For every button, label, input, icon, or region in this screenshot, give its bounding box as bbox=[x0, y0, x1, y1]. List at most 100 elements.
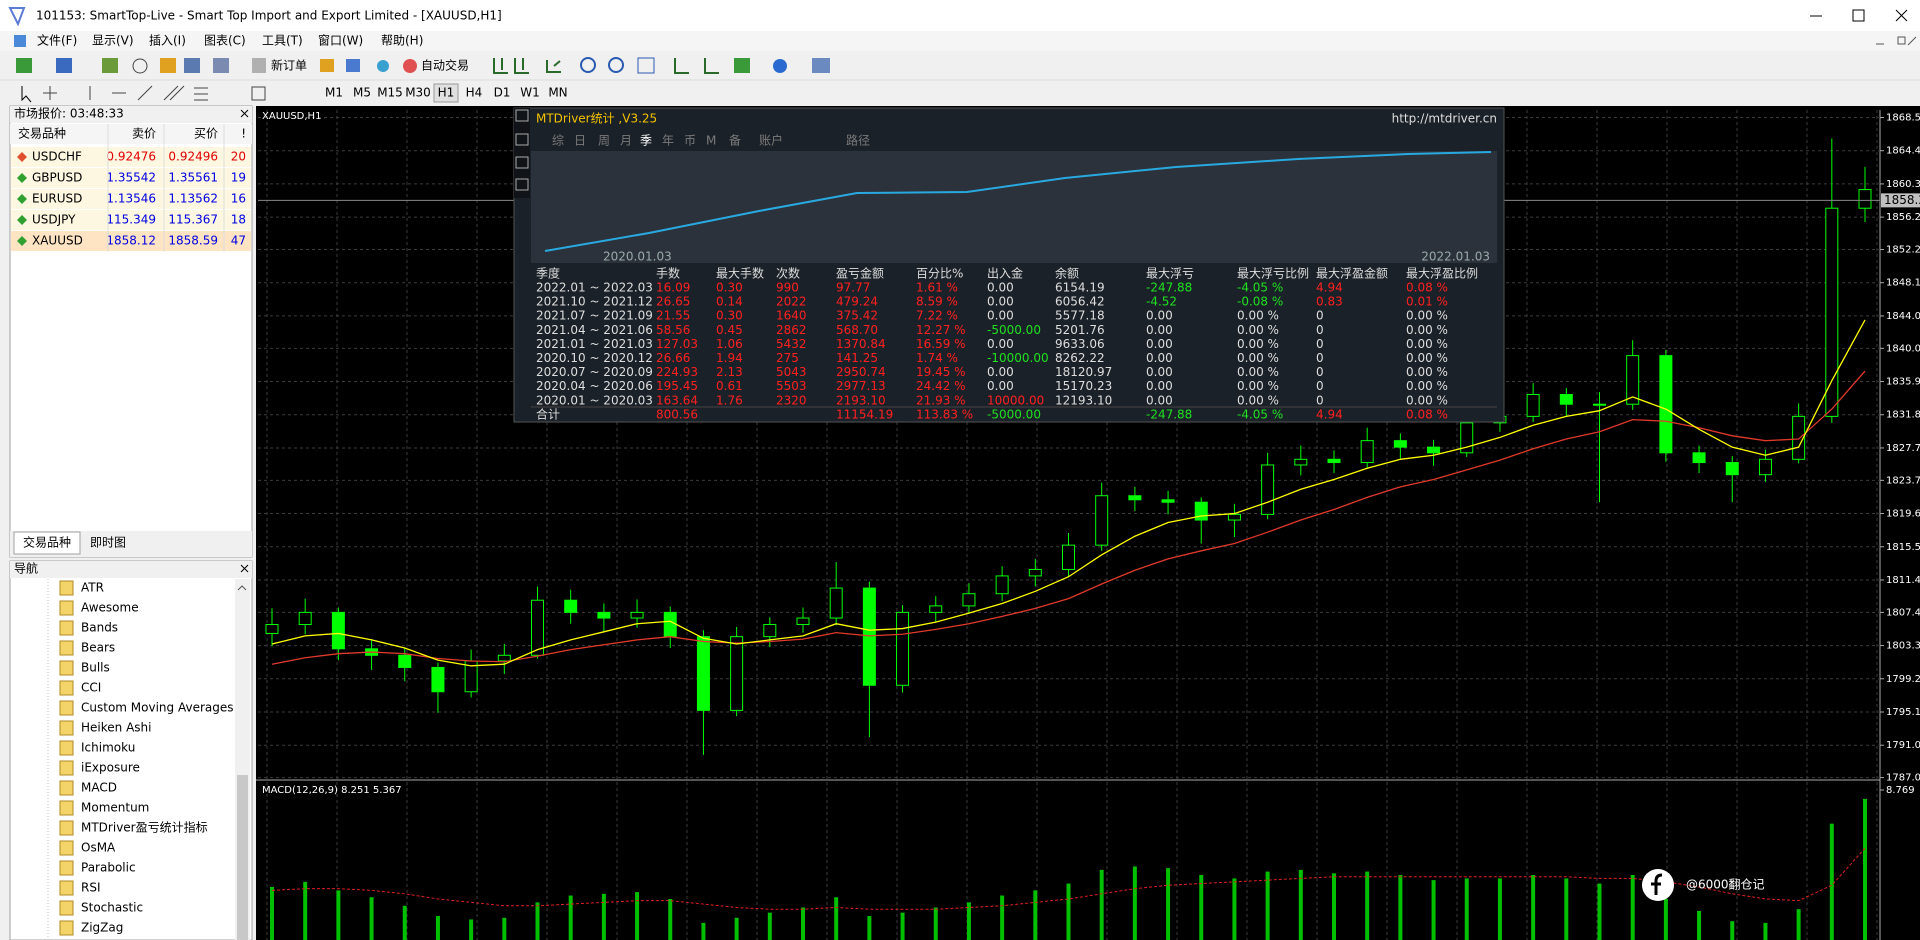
navigator-item[interactable]: Awesome bbox=[81, 601, 139, 615]
mtdriver-cell: 0.00 % bbox=[1237, 323, 1279, 337]
navigator-item[interactable]: MACD bbox=[81, 781, 117, 795]
mtdriver-cell: 0.00 bbox=[987, 337, 1014, 351]
timeframe-button[interactable]: M1 bbox=[325, 86, 343, 100]
toolbar-button[interactable]: 自动交易 bbox=[421, 58, 469, 73]
mtdriver-tab[interactable]: 月 bbox=[620, 134, 632, 148]
timeframe-button[interactable]: W1 bbox=[520, 86, 540, 100]
market-watch-row[interactable] bbox=[11, 147, 251, 167]
tool-icon[interactable] bbox=[160, 58, 176, 73]
market-watch-row[interactable] bbox=[11, 168, 251, 188]
menu-item[interactable]: 显示(V) bbox=[92, 34, 134, 48]
tool-icon[interactable] bbox=[637, 57, 655, 74]
navigator-item[interactable]: RSI bbox=[81, 881, 101, 895]
timeframe-button[interactable]: H1 bbox=[438, 86, 455, 100]
maximize-button[interactable] bbox=[1852, 9, 1865, 22]
navigator-item[interactable]: iExposure bbox=[81, 761, 140, 775]
timeframe-button[interactable]: MN bbox=[548, 86, 567, 100]
draw-tools[interactable] bbox=[43, 85, 208, 101]
mtdriver-cell: 6154.19 bbox=[1055, 281, 1105, 295]
mtdriver-tab[interactable]: 币 bbox=[684, 134, 696, 148]
tab-active[interactable] bbox=[13, 531, 81, 555]
mtdriver-tab[interactable]: 综 bbox=[552, 134, 564, 148]
navigator-item[interactable]: OsMA bbox=[81, 841, 116, 855]
tool-icon[interactable] bbox=[580, 57, 596, 73]
timeframe-button[interactable]: H4 bbox=[466, 86, 483, 100]
navigator-item[interactable]: Stochastic bbox=[81, 901, 143, 915]
cursor-tool[interactable] bbox=[21, 86, 32, 103]
side-button[interactable] bbox=[515, 133, 529, 146]
tool-icon[interactable] bbox=[812, 58, 830, 73]
tool-icon[interactable] bbox=[674, 58, 719, 74]
side-button[interactable] bbox=[515, 109, 529, 122]
navigator-item[interactable]: Bears bbox=[81, 641, 115, 655]
close-button[interactable] bbox=[1895, 9, 1908, 22]
tool-icon[interactable] bbox=[213, 58, 229, 73]
y-tick-label: 1852.20 bbox=[1886, 245, 1920, 256]
navigator-item[interactable]: Bulls bbox=[81, 661, 110, 675]
mtdriver-tab[interactable]: 年 bbox=[662, 134, 674, 148]
tool-icon[interactable] bbox=[734, 58, 750, 73]
navigator-item[interactable]: ATR bbox=[81, 581, 104, 595]
toolbar-button[interactable]: 新订单 bbox=[271, 58, 307, 73]
menu-item[interactable]: 图表(C) bbox=[204, 34, 246, 48]
mtdriver-tab[interactable]: 季 bbox=[640, 134, 652, 148]
navigator-item[interactable]: Bands bbox=[81, 621, 118, 635]
tool-icon[interactable] bbox=[377, 60, 389, 72]
tool-icon[interactable] bbox=[184, 58, 200, 73]
timeframe-button[interactable]: D1 bbox=[494, 86, 511, 100]
mtdriver-column-header: 次数 bbox=[776, 266, 800, 281]
tool-icon[interactable] bbox=[403, 59, 417, 73]
navigator-item[interactable]: Momentum bbox=[81, 801, 149, 815]
navigator-item[interactable]: ZigZag bbox=[81, 921, 123, 935]
tool-icon[interactable] bbox=[346, 59, 360, 72]
macd-bar bbox=[402, 905, 407, 940]
chart-type-icons[interactable] bbox=[493, 58, 561, 74]
navigator-item[interactable]: Custom Moving Averages bbox=[81, 701, 233, 715]
menu-item[interactable]: 插入(I) bbox=[149, 34, 186, 48]
scroll-up[interactable] bbox=[237, 585, 247, 591]
menu-item[interactable]: 文件(F) bbox=[37, 33, 77, 48]
timeframe-button[interactable]: M30 bbox=[405, 86, 431, 100]
tool-icon[interactable] bbox=[102, 58, 118, 73]
panel-tab[interactable]: 交易品种 bbox=[23, 535, 71, 550]
tool-icon[interactable] bbox=[56, 58, 72, 73]
navigator-item[interactable]: Ichimoku bbox=[81, 741, 135, 755]
mdi-controls[interactable] bbox=[1876, 36, 1917, 46]
scroll-thumb[interactable] bbox=[237, 775, 248, 940]
navigator-item[interactable]: MTDriver盈亏统计指标 bbox=[81, 820, 208, 835]
macd-bar bbox=[435, 916, 440, 940]
navigator-item[interactable]: Parabolic bbox=[81, 861, 136, 875]
mtdriver-tab[interactable]: 备 bbox=[729, 134, 741, 148]
market-watch-row[interactable] bbox=[11, 231, 251, 251]
market-watch-row[interactable] bbox=[11, 210, 251, 230]
side-button[interactable] bbox=[515, 178, 529, 191]
timeframe-button[interactable]: M15 bbox=[377, 86, 403, 100]
mtdriver-tab[interactable]: 周 bbox=[598, 134, 610, 148]
navigator-item[interactable]: Heiken Ashi bbox=[81, 721, 151, 735]
tool-icon[interactable] bbox=[320, 59, 334, 72]
navigator-close[interactable] bbox=[240, 564, 249, 573]
tool-icon[interactable] bbox=[132, 58, 148, 74]
mtdriver-tab[interactable]: 日 bbox=[574, 134, 586, 148]
tool-icon[interactable] bbox=[608, 57, 624, 73]
mtdriver-tab[interactable]: M bbox=[706, 134, 716, 148]
mtdriver-cell: 12.27 % bbox=[916, 323, 966, 337]
navigator-title: 导航 bbox=[14, 561, 38, 576]
mtdriver-cell: 2020.01 ~ 2020.03 bbox=[536, 393, 653, 407]
side-button[interactable] bbox=[515, 156, 529, 169]
navigator-item[interactable]: CCI bbox=[81, 681, 101, 695]
tool-icon[interactable] bbox=[252, 58, 266, 73]
market-watch-row[interactable] bbox=[11, 189, 251, 209]
mtdriver-url[interactable]: http://mtdriver.cn bbox=[1392, 112, 1497, 126]
menu-item[interactable]: 工具(T) bbox=[262, 34, 303, 48]
mtdriver-tab[interactable]: 路径 bbox=[846, 133, 870, 148]
timeframe-button[interactable]: M5 bbox=[353, 86, 371, 100]
market-watch-close[interactable] bbox=[240, 109, 249, 118]
mtdriver-tab[interactable]: 账户 bbox=[759, 133, 783, 148]
menu-item[interactable]: 帮助(H) bbox=[381, 34, 423, 48]
tool-icon[interactable] bbox=[16, 58, 32, 73]
panel-tab[interactable]: 即时图 bbox=[90, 536, 126, 550]
tool-icon[interactable] bbox=[773, 59, 787, 73]
text-tool[interactable] bbox=[251, 86, 266, 101]
menu-item[interactable]: 窗口(W) bbox=[318, 34, 363, 48]
